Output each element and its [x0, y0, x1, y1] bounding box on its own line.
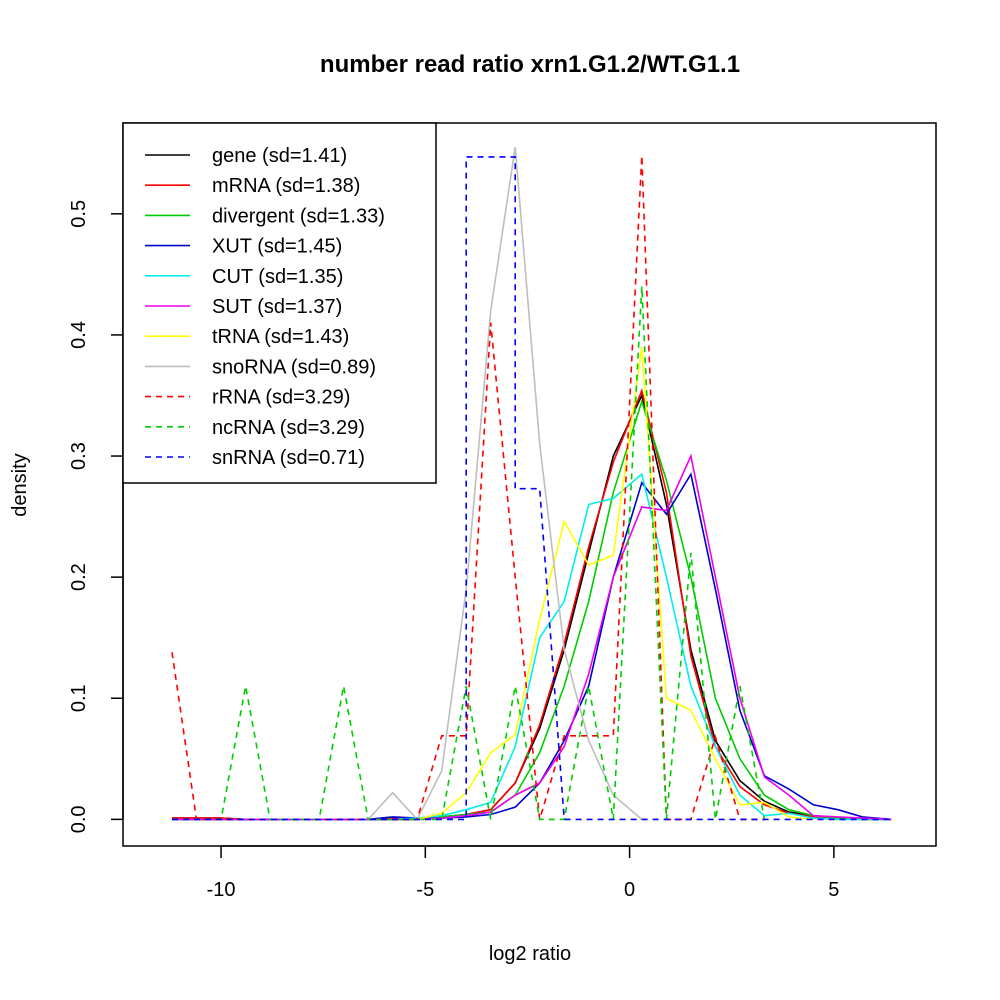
legend-label: mRNA (sd=1.38) [212, 175, 360, 197]
x-tick-label: -5 [416, 879, 434, 901]
series-line-5 [172, 453, 892, 821]
x-tick-label: 5 [828, 879, 839, 901]
x-tick-label: -10 [207, 879, 236, 901]
y-tick-label: 0.4 [68, 321, 90, 349]
legend-label: snRNA (sd=0.71) [212, 447, 365, 469]
legend-label: CUT (sd=1.35) [212, 266, 343, 288]
legend: gene (sd=1.41) mRNA (sd=1.38) divergent (s… [122, 122, 437, 484]
legend-label: SUT (sd=1.37) [212, 296, 342, 318]
series-layer [171, 147, 892, 821]
y-tick-label: 0.2 [68, 563, 90, 591]
legend-label: snoRNA (sd=0.89) [212, 356, 376, 378]
legend-label: rRNA (sd=3.29) [212, 387, 350, 409]
x-tick-label: 0 [624, 879, 635, 901]
series-line-10 [172, 156, 892, 821]
legend-label: ncRNA (sd=3.29) [212, 417, 365, 439]
plot-frame [122, 122, 937, 847]
chart-title: number read ratio xrn1.G1.2/WT.G1.1 [320, 51, 740, 78]
y-tick-label: 0.1 [68, 684, 90, 712]
legend-box [122, 122, 437, 484]
x-axis-label: log2 ratio [489, 943, 571, 965]
y-tick-label: 0.0 [68, 805, 90, 833]
y-axis-label: density [9, 453, 31, 516]
series-line-7 [367, 147, 643, 821]
legend-label: XUT (sd=1.45) [212, 236, 342, 258]
legend-label: gene (sd=1.41) [212, 145, 347, 167]
y-tick-label: 0.5 [68, 200, 90, 228]
y-tick-label: 0.3 [68, 442, 90, 470]
legend-label: tRNA (sd=1.43) [212, 326, 349, 348]
series-line-6 [417, 346, 814, 821]
legend-label: divergent (sd=1.33) [212, 205, 385, 227]
